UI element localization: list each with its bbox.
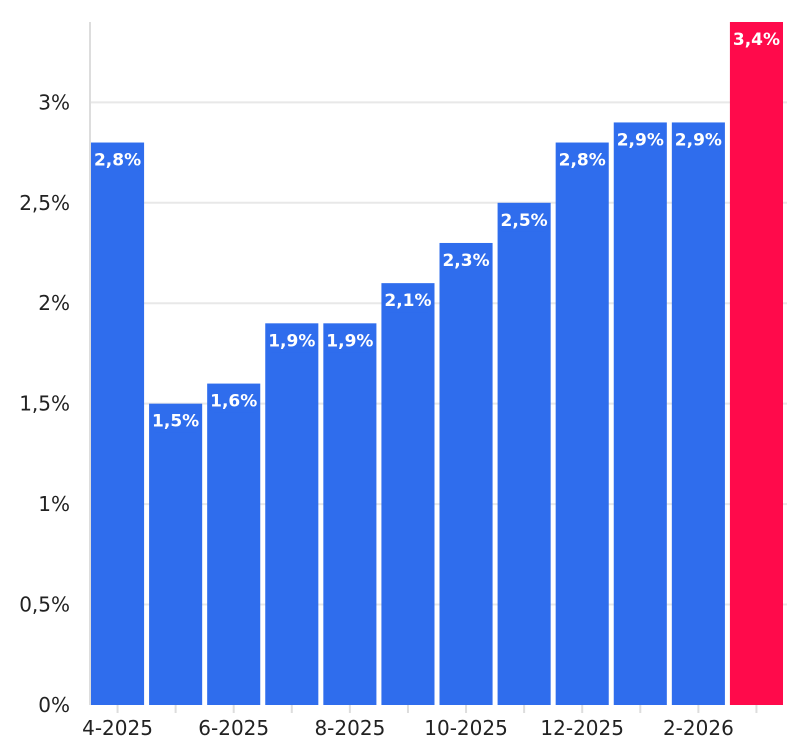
data-label-bg: [325, 328, 374, 353]
data-label: 1,9%: [268, 331, 315, 351]
data-label: 2,5%: [501, 211, 548, 231]
data-label: 3,4%: [733, 30, 780, 50]
bar-5-2025: [149, 403, 203, 705]
data-label: 2,9%: [617, 130, 664, 150]
x-tick-label: 2-2026: [663, 716, 734, 740]
data-label: 1,6%: [210, 392, 257, 412]
data-label-bg: [209, 388, 258, 413]
x-tick-label: 8-2025: [314, 716, 385, 740]
data-label-bg: [500, 207, 549, 232]
bar-7-2025: [265, 323, 319, 705]
bars: [91, 22, 783, 706]
y-tick-label: 3%: [38, 90, 70, 114]
data-label-bg: [616, 127, 665, 152]
bar-6-2025: [207, 383, 261, 705]
data-label-bg: [93, 147, 142, 172]
data-label-bg: [732, 27, 781, 51]
bar-12-2025: [555, 142, 609, 705]
data-label: 2,1%: [384, 291, 431, 311]
data-labels: 2,8% 1,5% 1,6% 1,9% 1,9% 2,1% 2,3% 2,5% 2,8% 2,9%…: [93, 27, 781, 433]
data-label-bg: [558, 147, 607, 172]
bar-9-2025: [381, 283, 435, 705]
bar-1-2026: [613, 122, 667, 706]
grid-lines: [90, 101, 787, 606]
bar-2-2026: [671, 122, 725, 706]
data-label-bg: [267, 328, 316, 353]
data-label-bg: [151, 408, 200, 433]
data-label: 2,8%: [94, 151, 141, 171]
bar-8-2025: [323, 323, 377, 705]
x-tick-label: 12-2025: [540, 716, 624, 740]
x-tick-label: 10-2025: [424, 716, 508, 740]
data-label: 2,3%: [442, 251, 489, 271]
data-label-bg: [674, 127, 723, 152]
bar-3-2026: [729, 22, 783, 705]
y-tick-label: 0,5%: [19, 593, 70, 617]
data-label-bg: [442, 247, 491, 272]
x-tick-label: 6-2025: [198, 716, 269, 740]
axes: 0% 0,5% 1% 1,5% 2% 2,5% 3% 4-2025 6-2025 8-2025 10…: [19, 22, 758, 740]
data-label: 1,9%: [326, 331, 373, 351]
y-tick-label: 1,5%: [19, 392, 70, 416]
y-tick-label: 2%: [38, 291, 70, 315]
y-tick-label: 1%: [38, 492, 70, 516]
data-label-bg: [383, 288, 432, 313]
data-label: 2,9%: [675, 130, 722, 150]
bar-10-2025: [439, 242, 493, 705]
bar-4-2025: [91, 142, 145, 705]
data-label: 1,5%: [152, 412, 199, 432]
y-tick-label: 0%: [38, 693, 70, 717]
y-tick-label: 2,5%: [19, 191, 70, 215]
bar-11-2025: [497, 202, 551, 705]
x-tick-label: 4-2025: [82, 716, 153, 740]
data-label: 2,8%: [559, 151, 606, 171]
